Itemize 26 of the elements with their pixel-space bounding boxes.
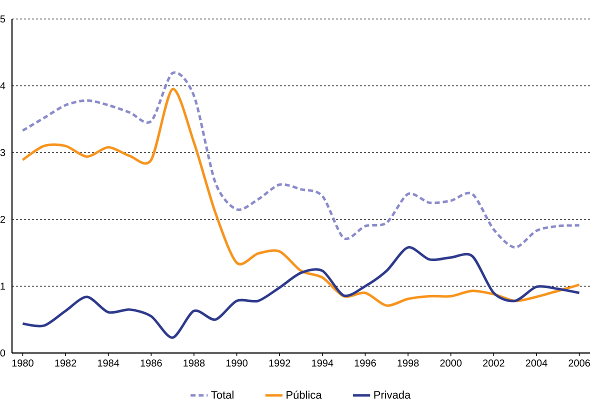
x-tick-label: 2000	[440, 360, 462, 367]
x-tick-label: 1990	[226, 360, 248, 367]
y-tick-label: 5	[0, 15, 6, 22]
line-series	[21, 246, 581, 339]
x-tick-label: 1982	[55, 360, 76, 367]
y-tick-label: 3	[0, 149, 6, 156]
y-tick-label: 0	[0, 349, 6, 357]
y-tick-label: 4	[0, 82, 6, 90]
x-tick-label: 1988	[184, 360, 205, 367]
x-tick-label: 1980	[12, 360, 34, 367]
y-tick-label: 1	[0, 282, 5, 290]
legend-label: Pública	[286, 390, 322, 399]
x-tick-label: 1984	[98, 360, 120, 367]
line-series	[21, 88, 581, 307]
legend-label: Privada	[374, 390, 411, 399]
legend-label: Total	[211, 390, 234, 399]
x-tick-label: 2006	[568, 360, 590, 367]
x-tick-label: 1992	[269, 360, 290, 367]
x-tick-label: 1998	[398, 360, 419, 367]
x-tick-label: 1994	[312, 360, 334, 367]
x-tick-label: 2002	[483, 360, 504, 367]
x-tick-label: 1986	[140, 360, 162, 367]
y-tick-label: 2	[0, 216, 5, 223]
x-tick-label: 1996	[354, 360, 376, 367]
line-series	[21, 72, 581, 249]
x-tick-label: 2004	[526, 360, 548, 367]
